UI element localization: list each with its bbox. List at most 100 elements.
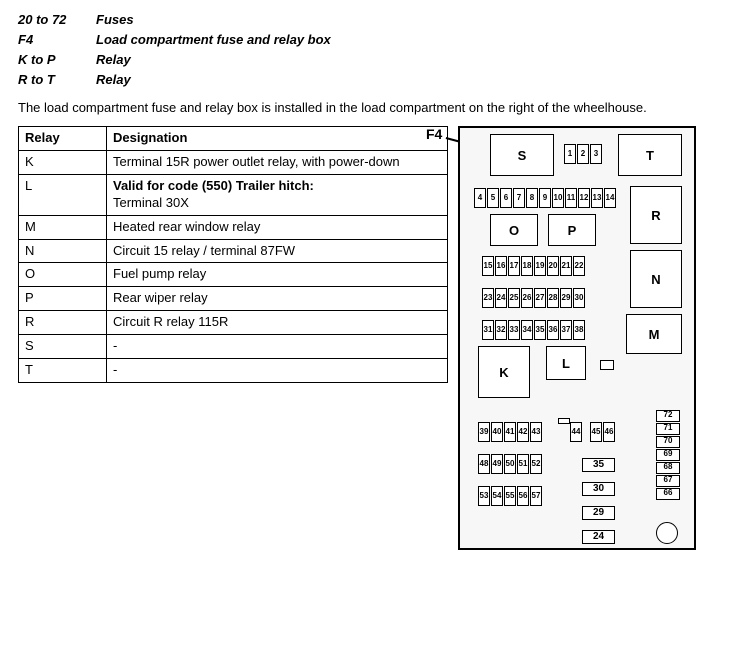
fuse-slot: 67	[656, 475, 680, 487]
legend-row: 20 to 72Fuses	[18, 10, 733, 30]
relay-box-n: N	[630, 250, 682, 308]
fuse-row: 4567891011121314	[474, 188, 616, 208]
legend-key: 20 to 72	[18, 10, 96, 30]
fuse-slot: 22	[573, 256, 585, 276]
cell-desig: -	[107, 359, 448, 383]
relay-box-m: M	[626, 314, 682, 354]
fuse-slot: 13	[591, 188, 603, 208]
fuse-row: 5354555657	[478, 486, 542, 506]
table-row: LValid for code (550) Trailer hitch:Term…	[19, 174, 448, 215]
fuse-slot: 18	[521, 256, 533, 276]
legend-key: F4	[18, 30, 96, 50]
legend-row: K to PRelay	[18, 50, 733, 70]
fuse-row: 1516171819202122	[482, 256, 585, 276]
fuse-slot: 16	[495, 256, 507, 276]
fuse-slot: 39	[478, 422, 490, 442]
fuse-slot: 4	[474, 188, 486, 208]
fuse-slot: 44	[570, 422, 582, 442]
relay-box-k: K	[478, 346, 530, 398]
fuse-row: 3940414243	[478, 422, 542, 442]
num-box: 30	[582, 482, 615, 496]
legend-key: K to P	[18, 50, 96, 70]
cell-relay: T	[19, 359, 107, 383]
fuse-column: 72717069686766	[656, 410, 680, 500]
fuse-slot: 66	[656, 488, 680, 500]
table-row: KTerminal 15R power outlet relay, with p…	[19, 151, 448, 175]
relay-box-r: R	[630, 186, 682, 244]
fuse-slot: 48	[478, 454, 490, 474]
fuse-slot: 52	[530, 454, 542, 474]
description-paragraph: The load compartment fuse and relay box …	[18, 99, 733, 117]
tiny-box	[600, 360, 614, 370]
legend-value: Fuses	[96, 10, 134, 30]
relay-table-wrap: Relay Designation KTerminal 15R power ou…	[18, 126, 448, 383]
cell-relay: N	[19, 239, 107, 263]
table-row: RCircuit R relay 115R	[19, 311, 448, 335]
tiny-box	[558, 418, 570, 424]
relay-box-o: O	[490, 214, 538, 246]
fuse-slot: 70	[656, 436, 680, 448]
fuse-slot: 36	[547, 320, 559, 340]
fuse-slot: 2	[577, 144, 589, 164]
cell-desig: Heated rear window relay	[107, 215, 448, 239]
fuse-row: 2324252627282930	[482, 288, 585, 308]
fuse-row: 4849505152	[478, 454, 542, 474]
th-relay: Relay	[19, 127, 107, 151]
cell-desig: -	[107, 335, 448, 359]
fuse-slot: 29	[560, 288, 572, 308]
relay-box-p: P	[548, 214, 596, 246]
fuse-slot: 25	[508, 288, 520, 308]
f4-callout-label: F4	[426, 126, 442, 142]
fuse-slot: 31	[482, 320, 494, 340]
legend-value: Relay	[96, 70, 131, 90]
fuse-row: 123	[564, 144, 602, 164]
fusebox-diagram-wrap: F4 STROPNMKL1234567891011121314151617181…	[458, 126, 696, 550]
fuse-slot: 54	[491, 486, 503, 506]
fuse-slot: 43	[530, 422, 542, 442]
cell-desig: Terminal 15R power outlet relay, with po…	[107, 151, 448, 175]
cell-relay: M	[19, 215, 107, 239]
fuse-slot: 27	[534, 288, 546, 308]
fuse-slot: 55	[504, 486, 516, 506]
fuse-row: 44	[570, 422, 582, 442]
relay-box-t: T	[618, 134, 682, 176]
cell-desig: Fuel pump relay	[107, 263, 448, 287]
fuse-slot: 41	[504, 422, 516, 442]
fuse-slot: 24	[495, 288, 507, 308]
fuse-slot: 49	[491, 454, 503, 474]
fuse-slot: 33	[508, 320, 520, 340]
table-row: OFuel pump relay	[19, 263, 448, 287]
num-box: 24	[582, 530, 615, 544]
fuse-slot: 20	[547, 256, 559, 276]
fuse-slot: 50	[504, 454, 516, 474]
fuse-slot: 32	[495, 320, 507, 340]
th-desig: Designation	[107, 127, 448, 151]
fuse-slot: 72	[656, 410, 680, 422]
fuse-slot: 19	[534, 256, 546, 276]
fuse-slot: 5	[487, 188, 499, 208]
fuse-slot: 40	[491, 422, 503, 442]
fuse-slot: 17	[508, 256, 520, 276]
fuse-slot: 45	[590, 422, 602, 442]
fuse-slot: 56	[517, 486, 529, 506]
fuse-slot: 69	[656, 449, 680, 461]
fuse-row: 4546	[590, 422, 615, 442]
fuse-slot: 8	[526, 188, 538, 208]
fuse-slot: 42	[517, 422, 529, 442]
fuse-slot: 23	[482, 288, 494, 308]
fuse-slot: 34	[521, 320, 533, 340]
fuse-slot: 51	[517, 454, 529, 474]
fuse-slot: 12	[578, 188, 590, 208]
cell-relay: O	[19, 263, 107, 287]
fuse-slot: 6	[500, 188, 512, 208]
cell-desig: Valid for code (550) Trailer hitch:Termi…	[107, 174, 448, 215]
num-box: 29	[582, 506, 615, 520]
table-row: NCircuit 15 relay / terminal 87FW	[19, 239, 448, 263]
fuse-slot: 30	[573, 288, 585, 308]
table-row: S-	[19, 335, 448, 359]
fuse-slot: 11	[565, 188, 577, 208]
fuse-slot: 71	[656, 423, 680, 435]
cell-relay: R	[19, 311, 107, 335]
fuse-slot: 9	[539, 188, 551, 208]
cell-desig: Circuit 15 relay / terminal 87FW	[107, 239, 448, 263]
